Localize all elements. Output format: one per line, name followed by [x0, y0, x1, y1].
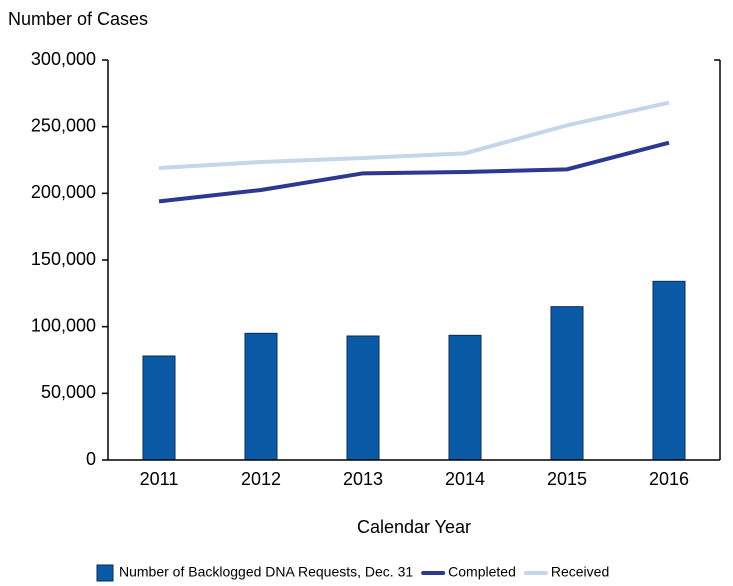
- x-tick-label: 2015: [547, 469, 587, 489]
- y-tick-label: 100,000: [31, 315, 96, 335]
- x-axis-label: Calendar Year: [357, 517, 471, 537]
- y-tick-label: 300,000: [31, 49, 96, 69]
- bar: [346, 335, 380, 461]
- bar: [244, 332, 278, 461]
- y-tick-label: 0: [86, 449, 96, 469]
- legend-swatch: [96, 564, 114, 582]
- y-tick-label: 250,000: [31, 115, 96, 135]
- legend-label: Completed: [448, 564, 516, 580]
- y-tick-label: 200,000: [31, 182, 96, 202]
- legend-label: Received: [551, 564, 609, 580]
- x-tick-label: 2014: [445, 469, 485, 489]
- legend-label: Number of Backlogged DNA Requests, Dec. …: [119, 564, 413, 580]
- line: [158, 100, 670, 170]
- bar: [448, 334, 482, 461]
- bar: [652, 280, 686, 461]
- line: [158, 140, 670, 204]
- x-tick-label: 2013: [343, 469, 383, 489]
- y-axis-label: Number of Cases: [8, 9, 148, 29]
- x-tick-label: 2016: [649, 469, 689, 489]
- x-tick-label: 2011: [140, 469, 179, 489]
- y-tick-label: 150,000: [31, 249, 96, 269]
- bar: [550, 306, 584, 461]
- bar: [142, 355, 176, 461]
- y-tick-label: 50,000: [41, 382, 96, 402]
- x-tick-label: 2012: [241, 469, 281, 489]
